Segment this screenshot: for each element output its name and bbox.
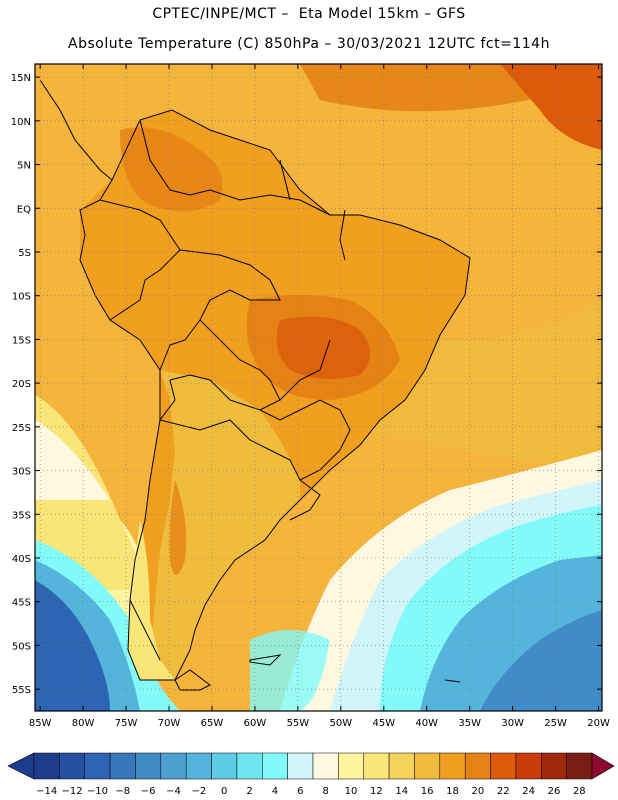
lon-label: 75W — [115, 718, 138, 729]
lon-label: 20W — [587, 718, 610, 729]
scale-swatch — [236, 752, 263, 780]
scale-swatch — [84, 752, 111, 780]
lat-lon-grid — [35, 64, 602, 711]
scale-label: −14 — [36, 786, 57, 797]
lon-label: 65W — [201, 718, 224, 729]
lat-label: EQ — [17, 204, 31, 215]
scale-label: 16 — [421, 786, 434, 797]
map-title-line1: CPTEC/INPE/MCT – Eta Model 15km – GFS — [152, 6, 466, 22]
scale-swatch — [135, 752, 162, 780]
scale-swatch — [541, 752, 567, 780]
lat-label: 20S — [12, 379, 31, 390]
scale-arrow-high — [591, 752, 615, 780]
longitude-labels: 85W 80W 75W 70W 65W 60W 55W 50W 45W 40W 35W 30W 25W 2… — [29, 718, 610, 729]
scale-swatch — [262, 752, 288, 780]
lon-label: 55W — [287, 718, 310, 729]
lat-label: 10S — [12, 292, 31, 303]
scale-label: −8 — [115, 786, 130, 797]
lat-label: 55S — [12, 685, 31, 696]
scale-label: 22 — [497, 786, 510, 797]
scale-label: 20 — [471, 786, 484, 797]
lat-label: 40S — [12, 554, 31, 565]
scale-label: 28 — [573, 786, 586, 797]
scale-swatch — [566, 752, 593, 780]
lat-label: 45S — [12, 598, 31, 609]
map-frame — [34, 63, 603, 712]
lon-label: 25W — [544, 718, 567, 729]
scale-swatch — [439, 752, 466, 780]
color-scale-labels: −14 −12 −10 −8 −6 −4 −2 0 2 4 6 8 10 12 14 16 18 20 22 24 26… — [36, 786, 586, 797]
scale-label: 12 — [370, 786, 383, 797]
scale-swatch — [287, 752, 314, 780]
scale-label: 24 — [522, 786, 535, 797]
scale-swatch — [388, 752, 415, 780]
lat-label: 10N — [11, 117, 31, 128]
scale-arrow-low — [7, 752, 35, 780]
scale-swatch — [490, 752, 517, 780]
scale-swatch — [185, 752, 212, 780]
scale-label: 14 — [395, 786, 408, 797]
lat-label: 5S — [18, 248, 31, 259]
scale-swatch — [464, 752, 491, 780]
lat-label: 25S — [12, 423, 31, 434]
scale-label: −12 — [61, 786, 82, 797]
scale-swatch — [211, 752, 238, 780]
scale-label: −2 — [191, 786, 206, 797]
scale-swatch — [338, 752, 364, 780]
scale-label: 8 — [322, 786, 328, 797]
lon-label: 30W — [501, 718, 524, 729]
scale-swatch — [515, 752, 542, 780]
lon-label: 80W — [72, 718, 95, 729]
scale-swatch — [160, 752, 187, 780]
scale-label: 6 — [297, 786, 303, 797]
lon-label: 70W — [158, 718, 181, 729]
scale-label: 0 — [221, 786, 227, 797]
scale-label: 26 — [548, 786, 561, 797]
scale-swatch — [59, 752, 85, 780]
lon-label: 60W — [244, 718, 267, 729]
lat-label: 15N — [11, 73, 31, 84]
lon-label: 40W — [415, 718, 438, 729]
scale-label: −6 — [141, 786, 156, 797]
lat-label: 50S — [12, 641, 31, 652]
lat-label: 15S — [12, 335, 31, 346]
country-borders — [39, 79, 471, 691]
lat-label: 35S — [12, 510, 31, 521]
lon-label: 45W — [372, 718, 395, 729]
lon-label: 85W — [29, 718, 52, 729]
scale-label: −10 — [87, 786, 108, 797]
scale-label: 4 — [272, 786, 278, 797]
scale-swatch — [363, 752, 390, 780]
scale-swatch — [414, 752, 441, 780]
scale-label: 18 — [446, 786, 459, 797]
scale-swatch — [312, 752, 339, 780]
scale-label: −4 — [166, 786, 181, 797]
lat-label: 30S — [12, 467, 31, 478]
scale-swatch — [109, 752, 136, 780]
lat-label: 5N — [17, 161, 31, 172]
latitude-labels: 15N 10N 5N EQ 5S 10S 15S 20S 25S 30S 35S 40S 45S 50S 5… — [11, 73, 31, 696]
scale-swatch — [33, 752, 60, 780]
map-title-line2: Absolute Temperature (C) 850hPa – 30/03/… — [68, 36, 550, 52]
lon-label: 50W — [330, 718, 353, 729]
lon-label: 35W — [458, 718, 481, 729]
scale-label: 2 — [246, 786, 252, 797]
scale-label: 10 — [345, 786, 358, 797]
